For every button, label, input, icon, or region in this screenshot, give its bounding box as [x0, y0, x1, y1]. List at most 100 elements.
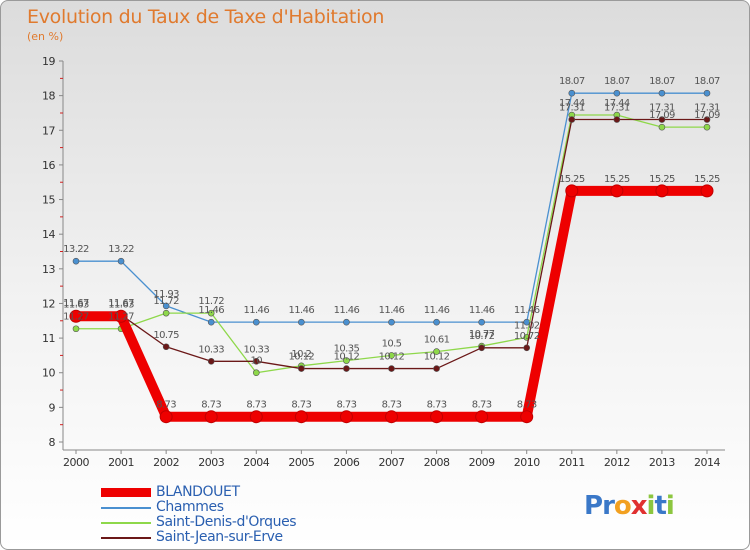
data-label: 15.25	[559, 174, 585, 185]
data-label: 11.46	[469, 305, 495, 316]
legend-label-saint-jean: Saint-Jean-sur-Erve	[156, 529, 283, 545]
data-point	[69, 309, 83, 323]
data-label: 18.07	[649, 76, 675, 87]
data-point	[72, 325, 80, 333]
data-point	[568, 89, 576, 97]
data-point	[343, 365, 350, 372]
data-point	[114, 309, 128, 323]
data-point	[343, 357, 350, 364]
legend-swatch-blandouet	[101, 488, 151, 497]
data-label: 17.31	[694, 103, 720, 114]
data-point	[475, 410, 489, 424]
chart-subtitle: (en %)	[27, 30, 64, 43]
legend-item-saint-jean: Saint-Jean-sur-Erve	[101, 529, 401, 545]
logo-letter: r	[602, 491, 615, 521]
data-label: 15.25	[694, 174, 720, 185]
data-label: 17.31	[649, 103, 675, 114]
data-label: 10	[251, 356, 263, 367]
x-tick-label: 2013	[649, 456, 675, 469]
data-label: 11.46	[243, 305, 269, 316]
y-tick-label: 18	[42, 90, 55, 103]
data-label: 17.31	[604, 103, 630, 114]
data-label: 10.2	[291, 349, 311, 360]
data-label: 10.61	[424, 335, 450, 346]
data-point	[207, 309, 215, 317]
y-tick-label: 12	[42, 297, 55, 310]
logo-letter: t	[654, 491, 666, 521]
data-label: 11.46	[198, 305, 224, 316]
data-label: 11.72	[198, 296, 224, 307]
y-tick-label: 15	[42, 194, 55, 207]
data-label: 10.72	[469, 331, 495, 342]
data-point	[658, 123, 666, 131]
data-label: 13.22	[108, 244, 134, 255]
data-label: 10.35	[334, 344, 360, 355]
legend-label-chammes: Chammes	[156, 499, 224, 515]
data-point	[385, 410, 398, 424]
data-point	[433, 348, 440, 355]
data-label: 8.73	[156, 400, 176, 411]
data-point	[523, 344, 531, 352]
data-label: 11.67	[63, 298, 89, 309]
data-point	[610, 184, 624, 198]
data-point	[658, 116, 666, 123]
data-point	[204, 410, 218, 424]
x-tick-label: 2000	[63, 456, 89, 469]
data-point	[298, 365, 305, 372]
logo-letter: i	[665, 491, 675, 521]
data-point	[294, 410, 308, 424]
x-tick-label: 2006	[333, 456, 359, 469]
data-label: 17.44	[604, 98, 630, 109]
data-label: 10.77	[469, 329, 495, 340]
data-point	[430, 410, 444, 424]
data-point	[207, 357, 215, 365]
x-tick-label: 2010	[514, 456, 540, 469]
data-point	[207, 318, 215, 326]
legend-item-chammes: Chammes	[101, 499, 401, 515]
data-point	[613, 89, 621, 97]
data-point	[252, 318, 260, 326]
data-label: 17.09	[649, 110, 675, 121]
data-label: 11.46	[334, 305, 360, 316]
data-label: 11.67	[108, 298, 134, 309]
data-point	[249, 410, 263, 424]
logo-letter: x	[630, 491, 648, 521]
data-label: 11.63	[63, 299, 89, 310]
data-point	[252, 357, 260, 365]
legend-item-blandouet: BLANDOUET	[101, 484, 401, 500]
data-point	[388, 352, 395, 359]
data-point	[339, 410, 353, 424]
data-point	[252, 369, 260, 377]
data-point	[478, 318, 485, 326]
data-label: 11.46	[379, 305, 405, 316]
data-label: 10.75	[153, 330, 179, 341]
y-tick-label: 11	[42, 332, 55, 345]
data-label: 8.73	[336, 400, 356, 411]
data-label: 8.73	[291, 400, 311, 411]
x-tick-label: 2002	[153, 456, 179, 469]
data-label: 17.09	[694, 110, 720, 121]
y-tick-label: 13	[42, 263, 55, 276]
legend-label-saint-denis: Saint-Denis-d'Orques	[156, 514, 297, 530]
x-tick-label: 2005	[288, 456, 314, 469]
data-label: 11.27	[63, 312, 89, 323]
data-label: 13.22	[63, 244, 89, 255]
logo-letter: i	[646, 491, 656, 521]
y-tick-label: 8	[49, 436, 56, 449]
data-point	[72, 257, 80, 265]
data-label: 11.72	[153, 296, 179, 307]
data-label: 11.46	[514, 305, 540, 316]
chart-title: Evolution du Taux de Taxe d'Habitation	[27, 6, 385, 28]
logo-letter: P	[584, 491, 603, 521]
logo-letter: o	[613, 491, 632, 521]
x-tick-label: 2014	[694, 456, 720, 469]
x-tick-label: 2004	[243, 456, 269, 469]
x-tick-label: 2003	[198, 456, 224, 469]
data-label: 11.46	[424, 305, 450, 316]
x-tick-label: 2012	[604, 456, 630, 469]
data-point	[162, 309, 170, 317]
data-label: 15.25	[649, 174, 675, 185]
data-label: 8.73	[382, 400, 402, 411]
